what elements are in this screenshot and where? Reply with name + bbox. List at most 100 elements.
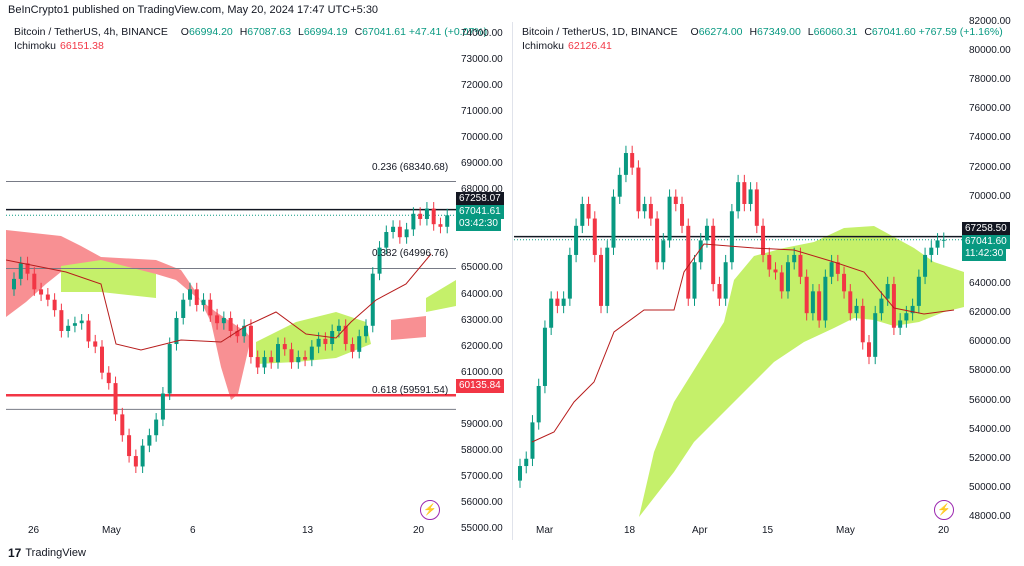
price-tick-label: 52000.00 <box>969 452 1011 464</box>
candle-body <box>93 341 98 347</box>
symbol-title: Bitcoin / TetherUS, 4h, BINANCE <box>14 26 168 38</box>
candle-body <box>370 273 375 326</box>
candle-body <box>605 247 610 306</box>
candle-body <box>530 422 535 459</box>
ohlc-legend: Bitcoin / TetherUS, 4h, BINANCE O66994.2… <box>14 26 487 38</box>
candle-body <box>208 299 213 316</box>
candle-body <box>72 323 77 326</box>
ichimoku-cloud-bullish <box>426 280 456 312</box>
candle-body <box>316 338 321 347</box>
ichimoku-cloud-bearish <box>391 316 426 340</box>
price-tick-label: 57000.00 <box>461 470 503 482</box>
candle-body <box>680 203 685 226</box>
ichimoku-value: 66151.38 <box>60 40 104 52</box>
price-tick-label: 72000.00 <box>969 161 1011 173</box>
price-tick-label: 64000.00 <box>969 278 1011 290</box>
candle-body <box>404 229 409 238</box>
ohlc-legend: Bitcoin / TetherUS, 1D, BINANCE O66274.0… <box>522 26 1003 38</box>
candle-body <box>817 291 822 321</box>
candle-body <box>323 338 328 345</box>
price-tick-label: 58000.00 <box>461 444 503 456</box>
candle-body <box>276 344 280 363</box>
candle-body <box>309 346 314 360</box>
ichimoku-legend: Ichimoku 62126.41 <box>522 40 612 52</box>
symbol-title: Bitcoin / TetherUS, 1D, BINANCE <box>522 26 678 38</box>
last-price-tag: 67041.61 <box>456 205 504 219</box>
candle-body <box>303 357 308 360</box>
candle-body <box>642 203 647 212</box>
time-label: 13 <box>302 525 314 536</box>
candle-body <box>377 247 382 274</box>
high-price-tag: 67258.07 <box>456 192 504 206</box>
candle-body <box>748 189 753 204</box>
candle-body <box>929 247 934 255</box>
candle-body <box>623 153 628 175</box>
price-tick-label: 68000.00 <box>461 184 503 196</box>
candle-body <box>262 357 267 368</box>
candle-body <box>106 372 111 384</box>
candle-body <box>692 262 697 299</box>
candle-body <box>785 262 790 292</box>
candle-body <box>384 232 389 248</box>
candle-body <box>848 291 853 314</box>
candle-body <box>567 254 572 299</box>
chart-canvas-1d[interactable] <box>514 22 1016 540</box>
price-tick-label: 60000.00 <box>969 336 1011 348</box>
candle-body <box>25 263 30 274</box>
lightning-icon[interactable]: ⚡ <box>420 500 440 520</box>
tradingview-footer: 17 TradingView <box>8 546 86 560</box>
candle-body <box>181 299 186 318</box>
candle-body <box>842 273 847 292</box>
candle-body <box>555 298 560 306</box>
candle-body <box>904 313 909 321</box>
candle-body <box>611 196 616 248</box>
close-label: C <box>354 26 363 38</box>
candle-body <box>916 276 921 306</box>
high-value: 67087.63 <box>247 26 292 38</box>
open-value: 66274.00 <box>698 26 743 38</box>
candle-body <box>866 342 871 357</box>
candle-body <box>438 224 443 227</box>
candle-body <box>586 203 591 219</box>
candle-body <box>792 254 797 263</box>
candle-body <box>269 357 274 363</box>
candle-body <box>648 203 653 219</box>
low-value: 66060.31 <box>813 26 858 38</box>
candle-body <box>350 344 355 352</box>
price-tick-label: 82000.00 <box>969 16 1011 27</box>
candle-body <box>860 305 865 343</box>
ichimoku-base-line <box>6 253 432 351</box>
candle-body <box>215 315 220 324</box>
price-tick-label: 56000.00 <box>461 496 503 508</box>
price-tick-label: 58000.00 <box>969 365 1011 377</box>
time-label: Apr <box>692 525 708 536</box>
price-tick-label: 78000.00 <box>969 74 1011 86</box>
last-price-tag: 67041.60 <box>962 235 1010 249</box>
panel-divider <box>512 22 513 540</box>
candle-body <box>779 272 784 292</box>
chart-canvas-4h[interactable] <box>6 22 511 540</box>
candle-body <box>636 167 641 212</box>
candle-body <box>742 182 747 204</box>
price-tick-label: 73000.00 <box>461 54 503 66</box>
candle-body <box>289 349 294 363</box>
candle-body <box>391 226 396 232</box>
candle-body <box>835 262 840 274</box>
candle-body <box>630 153 635 168</box>
candle-body <box>45 294 50 300</box>
price-tick-label: 55000.00 <box>461 523 503 534</box>
price-tick-label: 80000.00 <box>969 45 1011 57</box>
candle-body <box>536 385 541 423</box>
time-label: Mar <box>536 525 554 536</box>
chart-panel-1d[interactable]: Bitcoin / TetherUS, 1D, BINANCE O66274.0… <box>514 16 1016 540</box>
low-value: 66994.19 <box>303 26 348 38</box>
candle-body <box>12 278 16 290</box>
candle-body <box>194 289 199 305</box>
candle-body <box>667 196 672 241</box>
lightning-icon[interactable]: ⚡ <box>934 500 954 520</box>
candle-body <box>829 262 834 277</box>
candle-body <box>935 240 940 248</box>
ichimoku-label: Ichimoku <box>522 40 565 52</box>
candle-body <box>445 215 450 227</box>
chart-panel-4h[interactable]: Bitcoin / TetherUS, 4h, BINANCE O66994.2… <box>6 22 511 540</box>
